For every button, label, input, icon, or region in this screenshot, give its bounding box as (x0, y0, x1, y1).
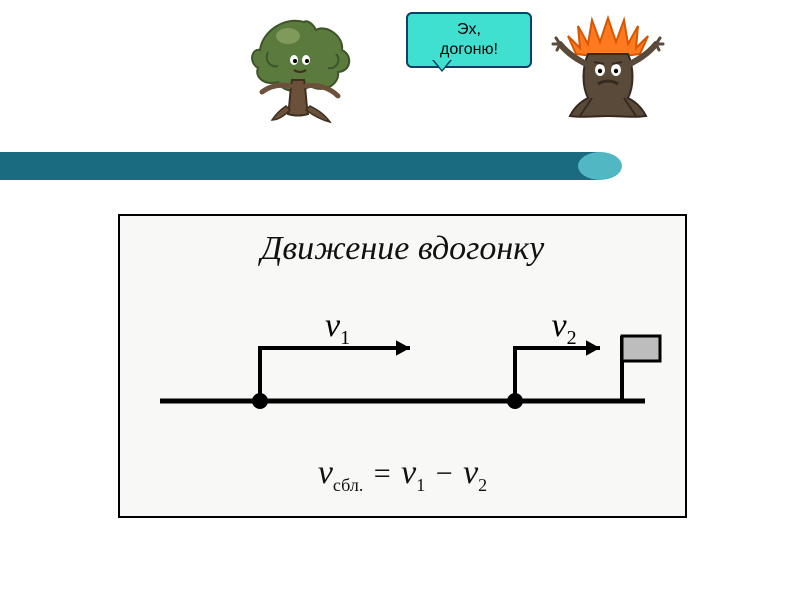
stage: Эх, догоню! Движение вдогонку v1 v2 vсбл… (0, 0, 800, 600)
formula-eq: = (368, 457, 397, 490)
tree-creature-right (548, 12, 668, 132)
bubble-line1: Эх, (418, 20, 520, 40)
formula-v1: v (401, 454, 416, 491)
formula-minus: − (430, 457, 459, 490)
speech-bubble: Эх, догоню! (406, 12, 532, 68)
formula: vсбл. = v1 − v2 (120, 454, 685, 492)
svg-text:v1: v1 (325, 307, 350, 349)
formula-sub2: 2 (478, 475, 487, 495)
tree-creature-left (244, 10, 364, 130)
formula-sub-sbl: сбл. (333, 475, 363, 495)
bubble-tail (432, 60, 452, 72)
diagram-box: Движение вдогонку v1 v2 vсбл. = v1 − v2 (118, 214, 687, 518)
formula-sub1: 1 (416, 475, 425, 495)
formula-v: v (318, 454, 333, 491)
decorative-band (0, 152, 600, 180)
bubble-line2: догоню! (418, 40, 520, 60)
formula-v2: v (463, 454, 478, 491)
svg-text:v2: v2 (552, 307, 577, 349)
